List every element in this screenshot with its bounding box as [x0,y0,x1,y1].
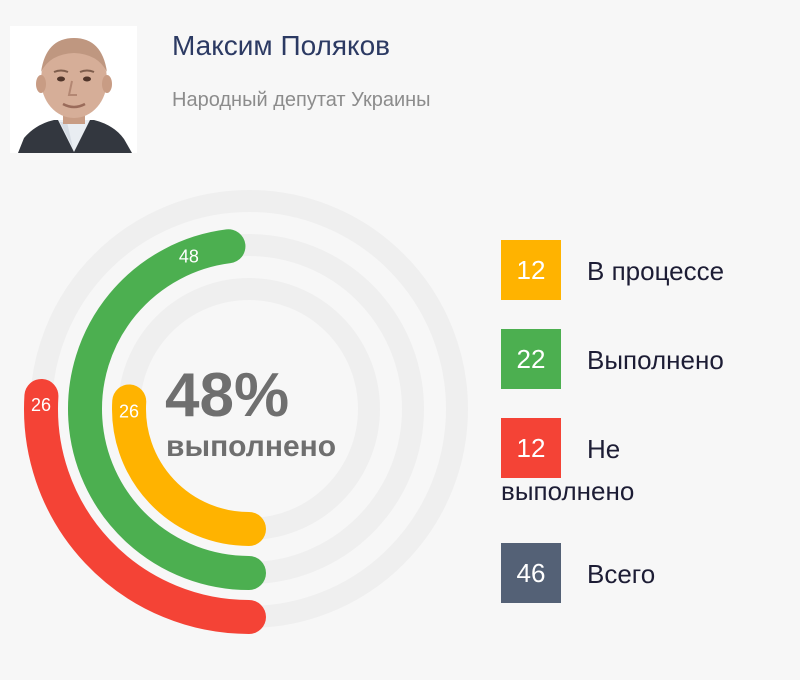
arc-in-progress[interactable] [112,384,266,546]
legend-item-done[interactable]: 22 Выполнено [501,329,791,389]
radial-bar-chart: 48 26 26 [24,190,468,634]
completion-label: выполнено [166,430,337,463]
completion-percent: 48% [165,361,290,430]
politician-name[interactable]: Максим Поляков [172,30,391,61]
arc-done[interactable] [68,229,266,590]
legend-item-not-done[interactable]: 12 Не выполнено [501,418,791,518]
promises-chart: 48 26 26 48% выполнено [0,180,470,660]
arc-label-not-done: 26 [31,395,51,415]
legend-label-total: Всего [587,559,656,589]
politician-header: Максим Поляков Народный депутат Украины [0,0,800,170]
legend-count-in-progress: 12 [501,240,561,300]
arc-label-done: 48 [179,246,199,266]
avatar-photo [10,26,137,153]
avatar[interactable] [10,26,137,153]
legend-count-not-done: 12 [501,418,561,478]
legend-count-total: 46 [501,543,561,603]
arc-label-in-progress: 26 [119,401,139,421]
legend-label-done: Выполнено [587,345,724,375]
legend-count-done: 22 [501,329,561,389]
legend-label-not-done: Не [587,434,621,464]
politician-position: Народный депутат Украины [172,89,431,111]
arc-not-done[interactable] [24,378,266,634]
legend-label-in-progress: В процессе [587,256,725,286]
legend-label-not-done-line2: выполнено [501,476,635,506]
legend-item-in-progress[interactable]: 12 В процессе [501,240,791,300]
legend-item-total[interactable]: 46 Всего [501,543,791,603]
